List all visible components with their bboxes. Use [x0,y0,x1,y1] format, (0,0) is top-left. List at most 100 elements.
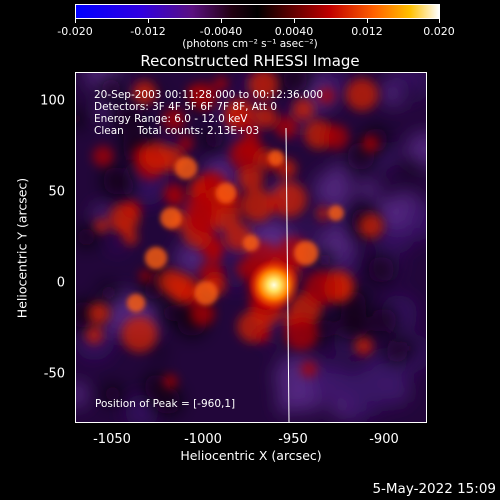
image-texture-blob [385,340,408,364]
image-texture-blob [254,105,277,129]
image-texture-blob [206,246,223,263]
y-tick-label: -50 [43,366,65,382]
image-texture-blob [404,86,416,99]
x-axis-label: Heliocentric X (arcsec) [180,448,322,463]
colorbar-tick-label: -0.020 [57,25,93,38]
info-detectors: Detectors: 3F 4F 5F 6F 7F 8F, Att 0 [94,101,278,113]
image-texture-blob [144,246,168,270]
colorbar-units: (photons cm⁻² s⁻¹ asec⁻²) [182,38,318,50]
image-texture-blob [372,307,398,333]
image-texture-blob [323,124,349,150]
image-texture-blob [76,226,98,248]
image-texture-blob [115,175,136,196]
image-texture-blob [214,76,229,91]
image-texture-blob [99,282,119,303]
image-texture-blob [316,206,331,221]
y-tick-label: 0 [56,275,65,291]
image-texture-blob [94,218,109,233]
image-texture-blob [405,201,426,240]
image-texture-blob [275,115,298,139]
image-texture-blob [153,387,182,416]
y-tick-label: 50 [48,184,65,200]
colorbar-tick-label: 0.020 [423,25,455,38]
y-tick-label: 100 [40,93,65,109]
peak-source [248,259,300,311]
image-texture-blob [162,108,186,131]
colorbar-tickmark [75,19,76,23]
image-texture-blob [126,293,146,313]
image-texture-blob [139,269,152,283]
image-texture-blob [99,77,123,100]
image-texture-blob [358,213,384,239]
image-texture-blob [315,250,335,270]
image-texture-blob [174,156,198,180]
colorbar-tick-label: -0.012 [130,25,166,38]
image-texture-blob [241,188,275,222]
image-texture-blob [406,131,426,168]
image-texture-blob [248,73,279,100]
image-texture-blob [109,235,126,252]
image-texture-blob [237,135,264,162]
image-texture-blob [313,170,353,210]
y-axis-label: Heliocentric Y (arcsec) [14,177,30,319]
colorbar-tick-label: -0.0040 [199,25,243,38]
image-texture-blob [121,316,158,353]
image-texture-blob [189,301,215,326]
image-texture-blob [309,360,353,404]
colorbar-tick-label: 0.0040 [274,25,314,38]
image-texture-blob [163,374,178,389]
image-texture-blob [141,141,172,172]
colorbar-tickmark [439,19,440,23]
image-texture-blob [297,213,317,232]
image-texture-blob [276,391,299,415]
image-canvas [76,73,426,422]
image-texture-blob [292,98,315,121]
image-texture-blob [348,317,369,338]
image-texture-blob [267,149,285,167]
image-texture-blob [203,127,226,150]
image-texture-blob [92,145,114,167]
image-texture-blob [85,326,104,345]
image-texture-blob [76,110,86,128]
image-texture-blob [76,381,89,407]
info-time: 20-Sep-2003 00:11:28.000 to 00:12:36.000 [94,89,324,101]
image-texture-blob [282,73,309,92]
colorbar-tickmark [221,19,222,23]
image-texture-blob [354,336,374,356]
colorbar-tick-label: 0.012 [351,25,383,38]
image-texture-blob [161,303,181,322]
info-clean: Clean Total counts: 2.13E+03 [94,125,260,137]
image-texture-blob [244,124,260,139]
image-texture-blob [341,369,387,416]
image-texture-blob [318,87,335,105]
x-tick-label: -1050 [93,432,131,447]
colorbar-tickmark [148,19,149,23]
image-texture-blob [255,327,271,343]
image-title: Reconstructed RHESSI Image [140,52,360,70]
image-texture-blob [94,101,114,121]
image-texture-blob [88,302,110,325]
image-texture-blob [233,111,252,130]
image-texture-blob [167,273,197,303]
image-texture-blob [178,135,194,151]
image-texture-blob [153,345,166,358]
colorbar-tickmark [294,19,295,23]
image-texture-blob [293,240,319,266]
image-texture-blob [115,102,145,132]
image-texture-blob [348,402,370,422]
image-texture-blob [160,207,182,229]
image-texture-blob [328,205,344,221]
colorbar [75,4,440,19]
image-texture-blob [403,162,418,177]
image-texture-blob [361,135,379,153]
x-tick-label: -950 [278,432,308,447]
image-texture-blob [132,80,157,105]
info-energy: Energy Range: 6.0 - 12.0 keV [94,113,248,125]
image-texture-blob [345,78,379,111]
image-texture-blob [304,270,339,306]
x-tick-label: -1000 [184,432,222,447]
info-peak: Position of Peak = [-960,1] [95,398,236,410]
image-texture-blob [271,181,307,217]
rhessi-image: 20-Sep-2003 00:11:28.000 to 00:12:36.000… [75,72,427,423]
image-texture-blob [326,73,352,95]
